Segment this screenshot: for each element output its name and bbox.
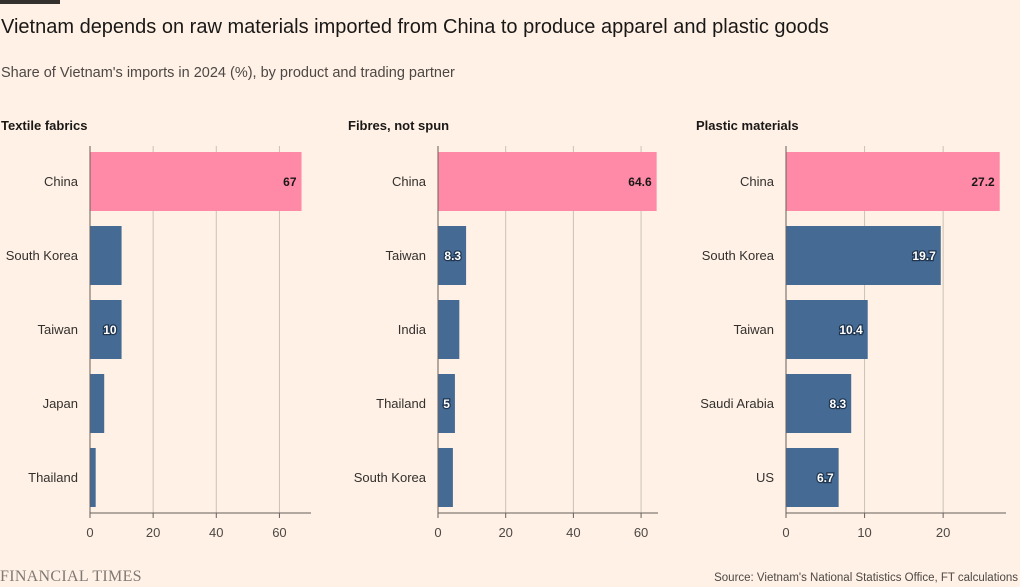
bar bbox=[438, 448, 453, 507]
category-label: Thailand bbox=[376, 396, 426, 411]
data-label: 64.6 bbox=[628, 175, 652, 189]
category-label: India bbox=[398, 322, 427, 337]
tick-label: 60 bbox=[634, 525, 648, 540]
bar bbox=[438, 374, 455, 433]
category-label: South Korea bbox=[702, 248, 775, 263]
category-label: China bbox=[44, 174, 79, 189]
chart-title: Vietnam depends on raw materials importe… bbox=[1, 16, 829, 38]
chart-subtitle: Share of Vietnam's imports in 2024 (%), … bbox=[1, 65, 455, 81]
data-label: 19.7 bbox=[912, 249, 936, 263]
panel-title: Plastic materials bbox=[696, 118, 799, 133]
data-label: 6.7 bbox=[817, 471, 834, 485]
data-label: 5 bbox=[443, 397, 450, 411]
tick-label: 0 bbox=[434, 525, 441, 540]
source-note: Source: Vietnam's National Statistics Of… bbox=[714, 572, 1018, 584]
data-label: 67 bbox=[283, 175, 297, 189]
tick-label: 0 bbox=[86, 525, 93, 540]
tick-label: 10 bbox=[857, 525, 871, 540]
category-label: South Korea bbox=[354, 470, 427, 485]
brand-topbar bbox=[0, 0, 60, 4]
bar bbox=[786, 226, 941, 285]
data-label: 10 bbox=[103, 323, 117, 337]
category-label: China bbox=[740, 174, 775, 189]
data-label: 8.3 bbox=[830, 397, 847, 411]
tick-label: 20 bbox=[936, 525, 950, 540]
data-label: 27.2 bbox=[971, 175, 995, 189]
bar bbox=[90, 226, 122, 285]
panel-title: Textile fabrics bbox=[1, 118, 87, 133]
bar bbox=[90, 448, 96, 507]
category-label: South Korea bbox=[6, 248, 79, 263]
bar bbox=[90, 300, 122, 359]
category-label: Taiwan bbox=[38, 322, 78, 337]
category-label: Japan bbox=[43, 396, 78, 411]
panel-1: Textile fabrics 0 20 40 60 China 67 South Korea… bbox=[1, 118, 311, 540]
tick-label: 20 bbox=[146, 525, 160, 540]
tick-label: 40 bbox=[566, 525, 580, 540]
bar bbox=[438, 300, 460, 359]
bar bbox=[90, 152, 302, 211]
bar bbox=[786, 448, 839, 507]
bar bbox=[786, 374, 852, 433]
category-label: China bbox=[392, 174, 427, 189]
tick-label: 0 bbox=[782, 525, 789, 540]
category-label: Thailand bbox=[28, 470, 78, 485]
bar bbox=[438, 152, 657, 211]
bar bbox=[786, 152, 1000, 211]
category-label: Saudi Arabia bbox=[700, 396, 774, 411]
tick-label: 40 bbox=[209, 525, 223, 540]
category-label: Taiwan bbox=[386, 248, 426, 263]
ft-logo: FINANCIAL TIMES bbox=[0, 568, 142, 585]
bar bbox=[90, 374, 105, 433]
panel-3: Plastic materials 0 10 20 China 27.2 South Kor… bbox=[696, 118, 1006, 540]
panel-2: Fibres, not spun 0 20 40 60 China 64.6 Taiwan 8.… bbox=[348, 118, 658, 540]
data-label: 8.3 bbox=[444, 249, 461, 263]
data-label: 10.4 bbox=[839, 323, 863, 337]
category-label: US bbox=[756, 470, 774, 485]
bar bbox=[786, 300, 868, 359]
panel-title: Fibres, not spun bbox=[348, 118, 449, 133]
bar bbox=[438, 226, 467, 285]
tick-label: 60 bbox=[272, 525, 286, 540]
category-label: Taiwan bbox=[734, 322, 774, 337]
tick-label: 20 bbox=[498, 525, 512, 540]
